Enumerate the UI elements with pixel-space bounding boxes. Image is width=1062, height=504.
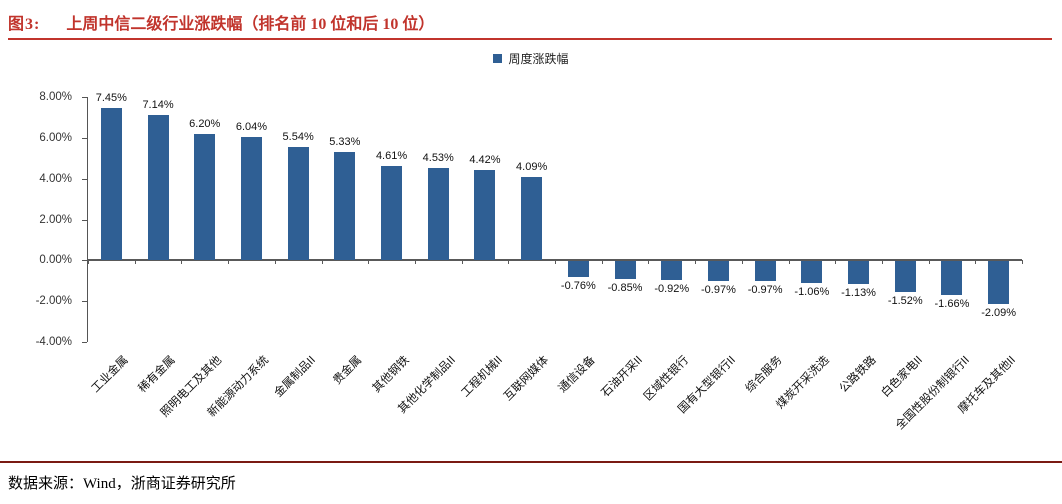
chart-legend: 周度涨跌幅 (0, 50, 1062, 67)
y-axis-tick-label: 8.00% (39, 91, 72, 103)
y-axis-tick (82, 260, 87, 262)
y-axis-tick (82, 178, 87, 180)
y-axis-tick-label: -2.00% (35, 295, 72, 308)
legend-color-swatch (493, 54, 503, 63)
x-axis-tick (134, 260, 136, 265)
bar-value-label: 7.14% (142, 98, 174, 111)
x-axis-tick (1022, 260, 1023, 265)
chart-title: 上周中信二级行业涨跌幅（排名前 10 位和后 10 位） (66, 16, 435, 33)
bar-value-label: 5.54% (282, 131, 314, 144)
bar (754, 261, 776, 282)
bar (287, 147, 309, 261)
bar (567, 261, 589, 277)
bar-value-label: 6.04% (235, 121, 268, 134)
bar-value-label: -1.13% (841, 287, 876, 300)
category-label: 贵金属 (331, 354, 365, 388)
x-axis-tick (414, 260, 416, 265)
x-axis-tick (181, 260, 183, 265)
figure-label: 图3: (8, 16, 41, 33)
y-axis-tick (82, 301, 87, 303)
y-axis-tick-label: 6.00% (39, 131, 72, 144)
bar (661, 261, 683, 281)
bar-value-label: -1.66% (934, 298, 970, 311)
bar-value-label: 4.42% (469, 154, 501, 167)
x-axis-tick (835, 260, 837, 265)
bar (801, 261, 823, 283)
x-axis-tick (928, 260, 930, 265)
category-label: 工程机械II (459, 354, 505, 400)
bar (240, 137, 262, 261)
bar-value-label: -0.97% (701, 284, 736, 297)
figure-header: 图3: 上周中信二级行业涨跌幅（排名前 10 位和后 10 位） (8, 10, 1054, 34)
y-axis-tick (82, 137, 87, 139)
bar (100, 108, 122, 261)
y-axis-tick (82, 97, 87, 98)
x-axis-tick (461, 260, 463, 265)
bar-value-label: -1.06% (794, 285, 830, 298)
x-axis-tick (881, 260, 883, 265)
bar-value-label: -1.52% (887, 295, 923, 308)
x-axis-tick (368, 260, 370, 265)
bar (707, 261, 729, 282)
bar-value-label: 4.61% (375, 150, 408, 163)
data-source-text: 数据来源：Wind，浙商证券研究所 (8, 476, 236, 492)
category-label: 通信设备 (556, 354, 598, 396)
bar (147, 114, 169, 261)
x-axis-tick (274, 260, 276, 265)
bar-value-label: -0.76% (560, 279, 596, 292)
x-axis-tick (228, 260, 230, 265)
bar-value-label: -0.92% (654, 283, 690, 296)
x-axis-tick (555, 260, 556, 265)
x-axis-tick (741, 260, 743, 265)
bar-value-label: 7.45% (95, 92, 127, 105)
category-label: 白色家电II (879, 354, 925, 400)
y-axis-tick-label: 0.00% (39, 254, 72, 267)
x-axis-tick (695, 260, 697, 265)
bar (334, 151, 356, 261)
bar-value-label: 4.09% (516, 160, 548, 173)
category-label: 互联网媒体 (502, 354, 552, 404)
bar (427, 167, 449, 261)
bar (894, 261, 916, 293)
x-axis-tick (788, 260, 790, 265)
bar (848, 261, 870, 285)
bar (521, 176, 543, 261)
x-axis-tick (321, 260, 323, 265)
x-axis-tick (508, 260, 510, 265)
bar (194, 133, 216, 261)
category-label: 公路铁路 (837, 354, 879, 396)
bar-value-label: -0.85% (607, 281, 643, 294)
bar (614, 261, 636, 279)
y-axis-tick-label: -4.00% (35, 336, 72, 348)
bar-value-label: 4.53% (422, 151, 454, 164)
x-axis-tick (88, 260, 89, 265)
y-axis-tick (82, 342, 87, 343)
bar (941, 261, 963, 296)
bar-value-label: 6.20% (189, 117, 221, 130)
y-axis-tick-label: 2.00% (39, 213, 72, 226)
x-axis-tick (601, 260, 603, 265)
x-axis-tick (975, 260, 977, 265)
footer-divider (0, 461, 1062, 463)
category-label: 金属制品II (272, 354, 318, 400)
category-label: 稀有金属 (136, 354, 178, 396)
bar-value-label: -2.09% (981, 307, 1017, 319)
bar-value-label: 5.33% (329, 135, 361, 148)
bar (474, 170, 496, 261)
y-axis-tick-label: 4.00% (39, 172, 72, 185)
y-axis-tick (82, 219, 87, 221)
bar-value-label: -0.97% (747, 284, 783, 297)
title-underline (8, 38, 1052, 40)
category-label: 其他钢铁 (370, 354, 412, 396)
category-label: 工业金属 (89, 354, 131, 396)
x-axis-tick (648, 260, 650, 265)
category-label: 综合服务 (743, 354, 785, 396)
category-label: 石油开采II (599, 354, 645, 400)
bar (988, 261, 1010, 304)
y-axis-line (87, 97, 88, 342)
legend-label: 周度涨跌幅 (508, 52, 569, 66)
bar (381, 166, 403, 261)
